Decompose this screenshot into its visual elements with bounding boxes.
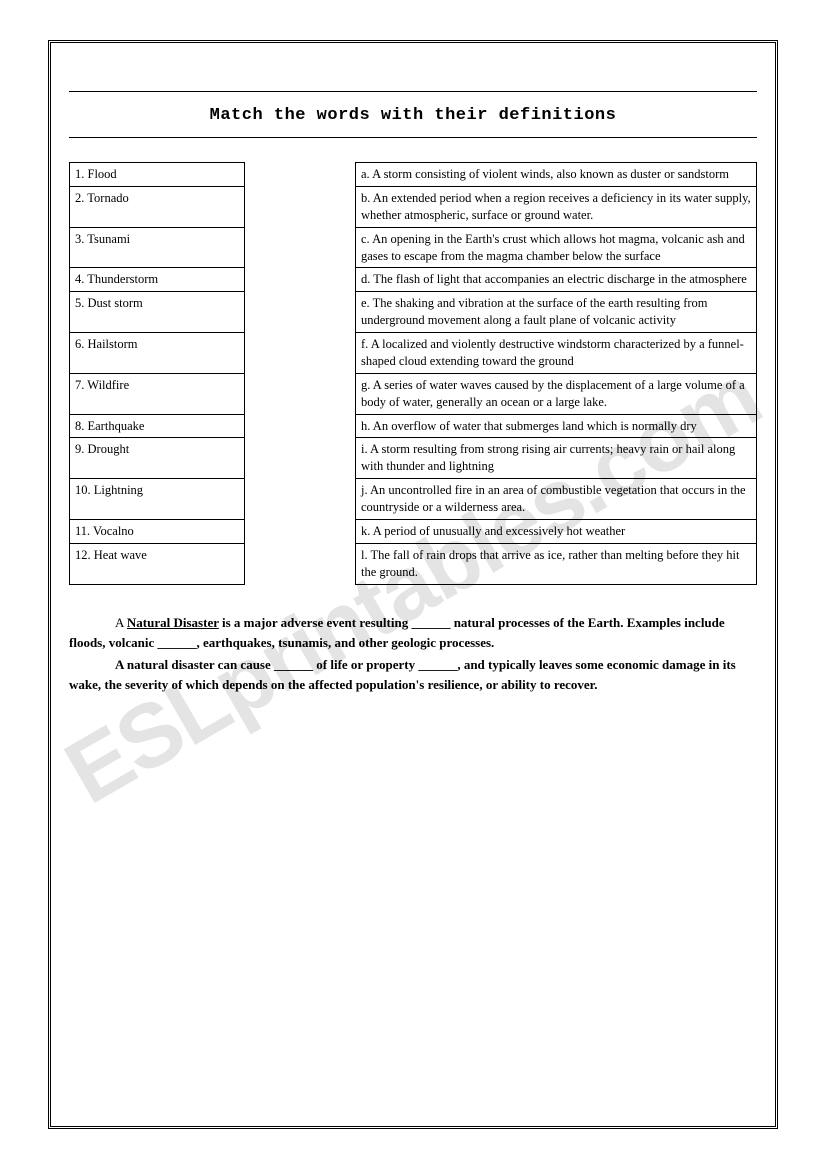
definition-cell: f. A localized and violently destructive… [356, 333, 757, 374]
word-cell: 9. Drought [70, 438, 245, 479]
definition-cell: e. The shaking and vibration at the surf… [356, 292, 757, 333]
word-cell: 12. Heat wave [70, 543, 245, 584]
definition-cell: k. A period of unusually and excessively… [356, 519, 757, 543]
column-gap [245, 162, 355, 585]
title-block: Match the words with their definitions [69, 91, 757, 138]
definition-cell: i. A storm resulting from strong rising … [356, 438, 757, 479]
worksheet-title: Match the words with their definitions [69, 106, 757, 125]
page-frame: Match the words with their definitions 1… [48, 40, 778, 1129]
word-cell: 5. Dust storm [70, 292, 245, 333]
word-cell: 7. Wildfire [70, 373, 245, 414]
word-cell: 4. Thunderstorm [70, 268, 245, 292]
matching-exercise: 1. Flood 2. Tornado 3. Tsunami 4. Thunde… [69, 162, 757, 585]
key-term: Natural Disaster [127, 615, 219, 630]
word-cell: 10. Lightning [70, 479, 245, 520]
definition-cell: g. A series of water waves caused by the… [356, 373, 757, 414]
definition-cell: j. An uncontrolled fire in an area of co… [356, 479, 757, 520]
definition-cell: a. A storm consisting of violent winds, … [356, 163, 757, 187]
word-cell: 11. Vocalno [70, 519, 245, 543]
word-cell: 3. Tsunami [70, 227, 245, 268]
word-cell: 8. Earthquake [70, 414, 245, 438]
definition-cell: d. The flash of light that accompanies a… [356, 268, 757, 292]
definition-cell: h. An overflow of water that submerges l… [356, 414, 757, 438]
definition-cell: l. The fall of rain drops that arrive as… [356, 543, 757, 584]
paragraph-2: A natural disaster can cause ______ of l… [69, 655, 757, 695]
definitions-table: a. A storm consisting of violent winds, … [355, 162, 757, 585]
words-table: 1. Flood 2. Tornado 3. Tsunami 4. Thunde… [69, 162, 245, 585]
definition-cell: b. An extended period when a region rece… [356, 186, 757, 227]
fill-blank-paragraph: A Natural Disaster is a major adverse ev… [69, 613, 757, 696]
definition-cell: c. An opening in the Earth's crust which… [356, 227, 757, 268]
word-cell: 1. Flood [70, 163, 245, 187]
word-cell: 2. Tornado [70, 186, 245, 227]
word-cell: 6. Hailstorm [70, 333, 245, 374]
paragraph-1: A Natural Disaster is a major adverse ev… [69, 613, 757, 653]
text: A [115, 615, 127, 630]
